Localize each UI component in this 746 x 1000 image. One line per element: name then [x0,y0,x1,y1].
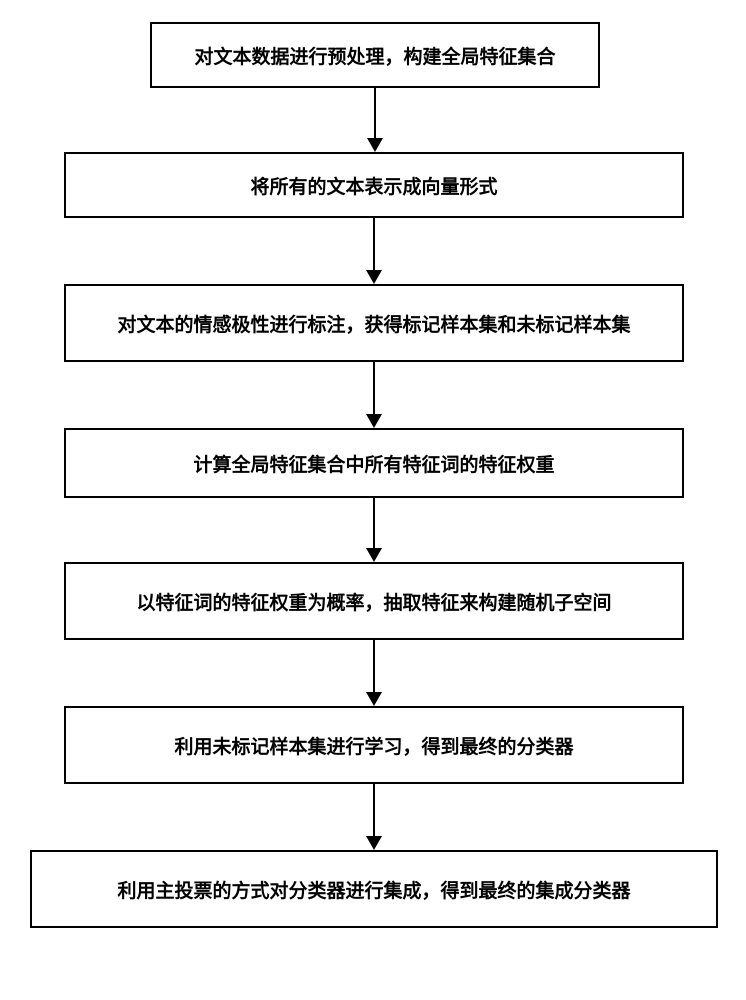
flow-node-n2: 将所有的文本表示成向量形式 [64,152,684,218]
flow-arrow-line [373,362,375,414]
flow-node-label: 将所有的文本表示成向量形式 [250,172,497,199]
flow-node-label: 计算全局特征集合中所有特征词的特征权重 [193,450,554,477]
flow-node-label: 对文本数据进行预处理，构建全局特征集合 [194,42,555,69]
flow-node-n1: 对文本数据进行预处理，构建全局特征集合 [150,22,600,88]
flow-arrow-head [366,270,382,284]
flow-arrow-head [366,836,382,850]
flow-node-n6: 利用未标记样本集进行学习，得到最终的分类器 [64,706,684,784]
flow-node-label: 以特征词的特征权重为概率，抽取特征来构建随机子空间 [136,588,611,615]
flow-node-label: 利用主投票的方式对分类器进行集成，得到最终的集成分类器 [117,876,630,903]
flow-arrow-line [374,88,376,138]
flow-arrow-line [373,498,375,548]
flow-node-n7: 利用主投票的方式对分类器进行集成，得到最终的集成分类器 [30,850,718,928]
flow-arrow-head [366,414,382,428]
flowchart-canvas: 对文本数据进行预处理，构建全局特征集合将所有的文本表示成向量形式对文本的情感极性… [0,0,746,1000]
flow-node-n3: 对文本的情感极性进行标注，获得标记样本集和未标记样本集 [64,284,684,362]
flow-arrow-head [367,138,383,152]
flow-node-n4: 计算全局特征集合中所有特征词的特征权重 [64,428,684,498]
flow-arrow-line [373,640,375,692]
flow-node-n5: 以特征词的特征权重为概率，抽取特征来构建随机子空间 [64,562,684,640]
flow-node-label: 对文本的情感极性进行标注，获得标记样本集和未标记样本集 [117,310,630,337]
flow-node-label: 利用未标记样本集进行学习，得到最终的分类器 [174,732,573,759]
flow-arrow-line [373,218,375,270]
flow-arrow-line [373,784,375,836]
flow-arrow-head [366,692,382,706]
flow-arrow-head [366,548,382,562]
